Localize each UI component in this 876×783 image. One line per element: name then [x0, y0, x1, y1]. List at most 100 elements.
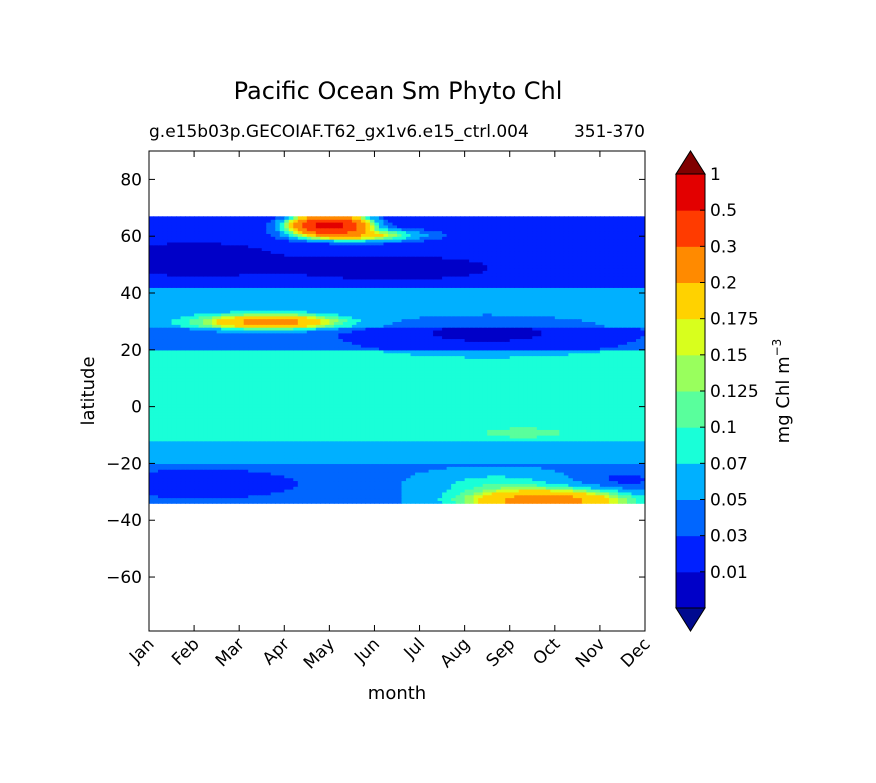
contour-cell [424, 494, 430, 499]
contour-cell [329, 480, 335, 484]
contour-cell [428, 400, 434, 405]
contour-cell [613, 386, 619, 391]
contour-cell [239, 486, 245, 490]
contour-cell [198, 378, 204, 382]
contour-cell [383, 443, 389, 447]
contour-cell [545, 420, 551, 425]
contour-cell [640, 466, 645, 470]
contour-cell [487, 415, 493, 419]
contour-cell [406, 435, 412, 439]
contour-cell [419, 437, 425, 442]
contour-cell [333, 386, 339, 391]
contour-cell [505, 500, 511, 504]
contour-cell [302, 486, 308, 490]
contour-cell [378, 443, 385, 447]
contour-cell [293, 412, 299, 416]
contour-cell [288, 480, 294, 484]
contour-cell [554, 395, 560, 399]
contour-cell [478, 449, 484, 453]
contour-cell [261, 378, 267, 382]
contour-cell [383, 409, 389, 413]
contour-cell [194, 488, 200, 493]
contour-cell [532, 494, 538, 499]
contour-cell [640, 406, 645, 411]
contour-cell [478, 460, 484, 465]
contour-cell [194, 494, 200, 499]
contour-cell [234, 415, 240, 419]
contour-cell [640, 417, 645, 422]
contour-cell [342, 429, 348, 433]
contour-cell [284, 381, 290, 385]
contour-cell [284, 440, 290, 445]
contour-cell [315, 454, 321, 459]
contour-cell [419, 378, 425, 382]
contour-cell [374, 400, 380, 405]
contour-cell [505, 412, 511, 416]
contour-cell [617, 497, 624, 501]
contour-cell [464, 375, 470, 379]
contour-cell [392, 483, 398, 487]
contour-cell [518, 486, 524, 490]
contour-cell [293, 383, 299, 388]
contour-cell [149, 483, 155, 487]
contour-cell [270, 494, 276, 499]
contour-cell [297, 409, 303, 413]
contour-cell [216, 435, 222, 439]
contour-cell [586, 375, 592, 379]
contour-cell [640, 400, 645, 405]
contour-cell [351, 409, 358, 413]
contour-cell [478, 420, 484, 425]
contour-cell [509, 471, 515, 476]
contour-cell [252, 469, 258, 473]
contour-cell [626, 426, 633, 430]
contour-cell [185, 500, 191, 504]
contour-cell [451, 395, 457, 399]
contour-cell [158, 463, 164, 467]
contour-cell [243, 488, 249, 493]
contour-cell [216, 494, 222, 499]
contour-cell [446, 440, 452, 445]
contour-cell [532, 460, 538, 465]
contour-cell [469, 423, 475, 428]
contour-cell [401, 443, 407, 447]
contour-cell [424, 500, 430, 504]
contour-cell [306, 494, 312, 499]
contour-cell [392, 398, 398, 402]
contour-cell [410, 446, 416, 450]
contour-cell [478, 432, 484, 436]
contour-cell [635, 375, 642, 379]
contour-cell [550, 400, 556, 405]
contour-cell [500, 386, 506, 391]
contour-cell [356, 409, 362, 413]
contour-cell [608, 471, 615, 476]
contour-cell [230, 383, 236, 388]
contour-cell [261, 463, 267, 467]
contour-cell [234, 469, 240, 473]
contour-cell [563, 423, 569, 428]
contour-cell [523, 500, 529, 504]
contour-cell [410, 488, 416, 493]
contour-cell [563, 426, 569, 430]
contour-cell [311, 449, 317, 453]
contour-cell [320, 409, 326, 413]
contour-cell [216, 460, 222, 465]
contour-cell [500, 466, 506, 470]
contour-cell [203, 375, 209, 379]
contour-cell [351, 375, 358, 379]
contour-cell [410, 398, 416, 402]
contour-cell [460, 389, 466, 394]
contour-cell [491, 454, 497, 459]
contour-cell [613, 497, 619, 501]
contour-cell [410, 400, 416, 405]
contour-cell [162, 446, 168, 450]
contour-cell [270, 381, 276, 385]
contour-cell [464, 395, 470, 399]
contour-cell [460, 491, 466, 496]
contour-cell [446, 488, 452, 493]
contour-cell [243, 406, 249, 411]
contour-cell [451, 457, 457, 462]
contour-cell [518, 389, 524, 394]
contour-cell [563, 469, 569, 473]
contour-cell [360, 452, 367, 456]
contour-cell [230, 432, 236, 436]
